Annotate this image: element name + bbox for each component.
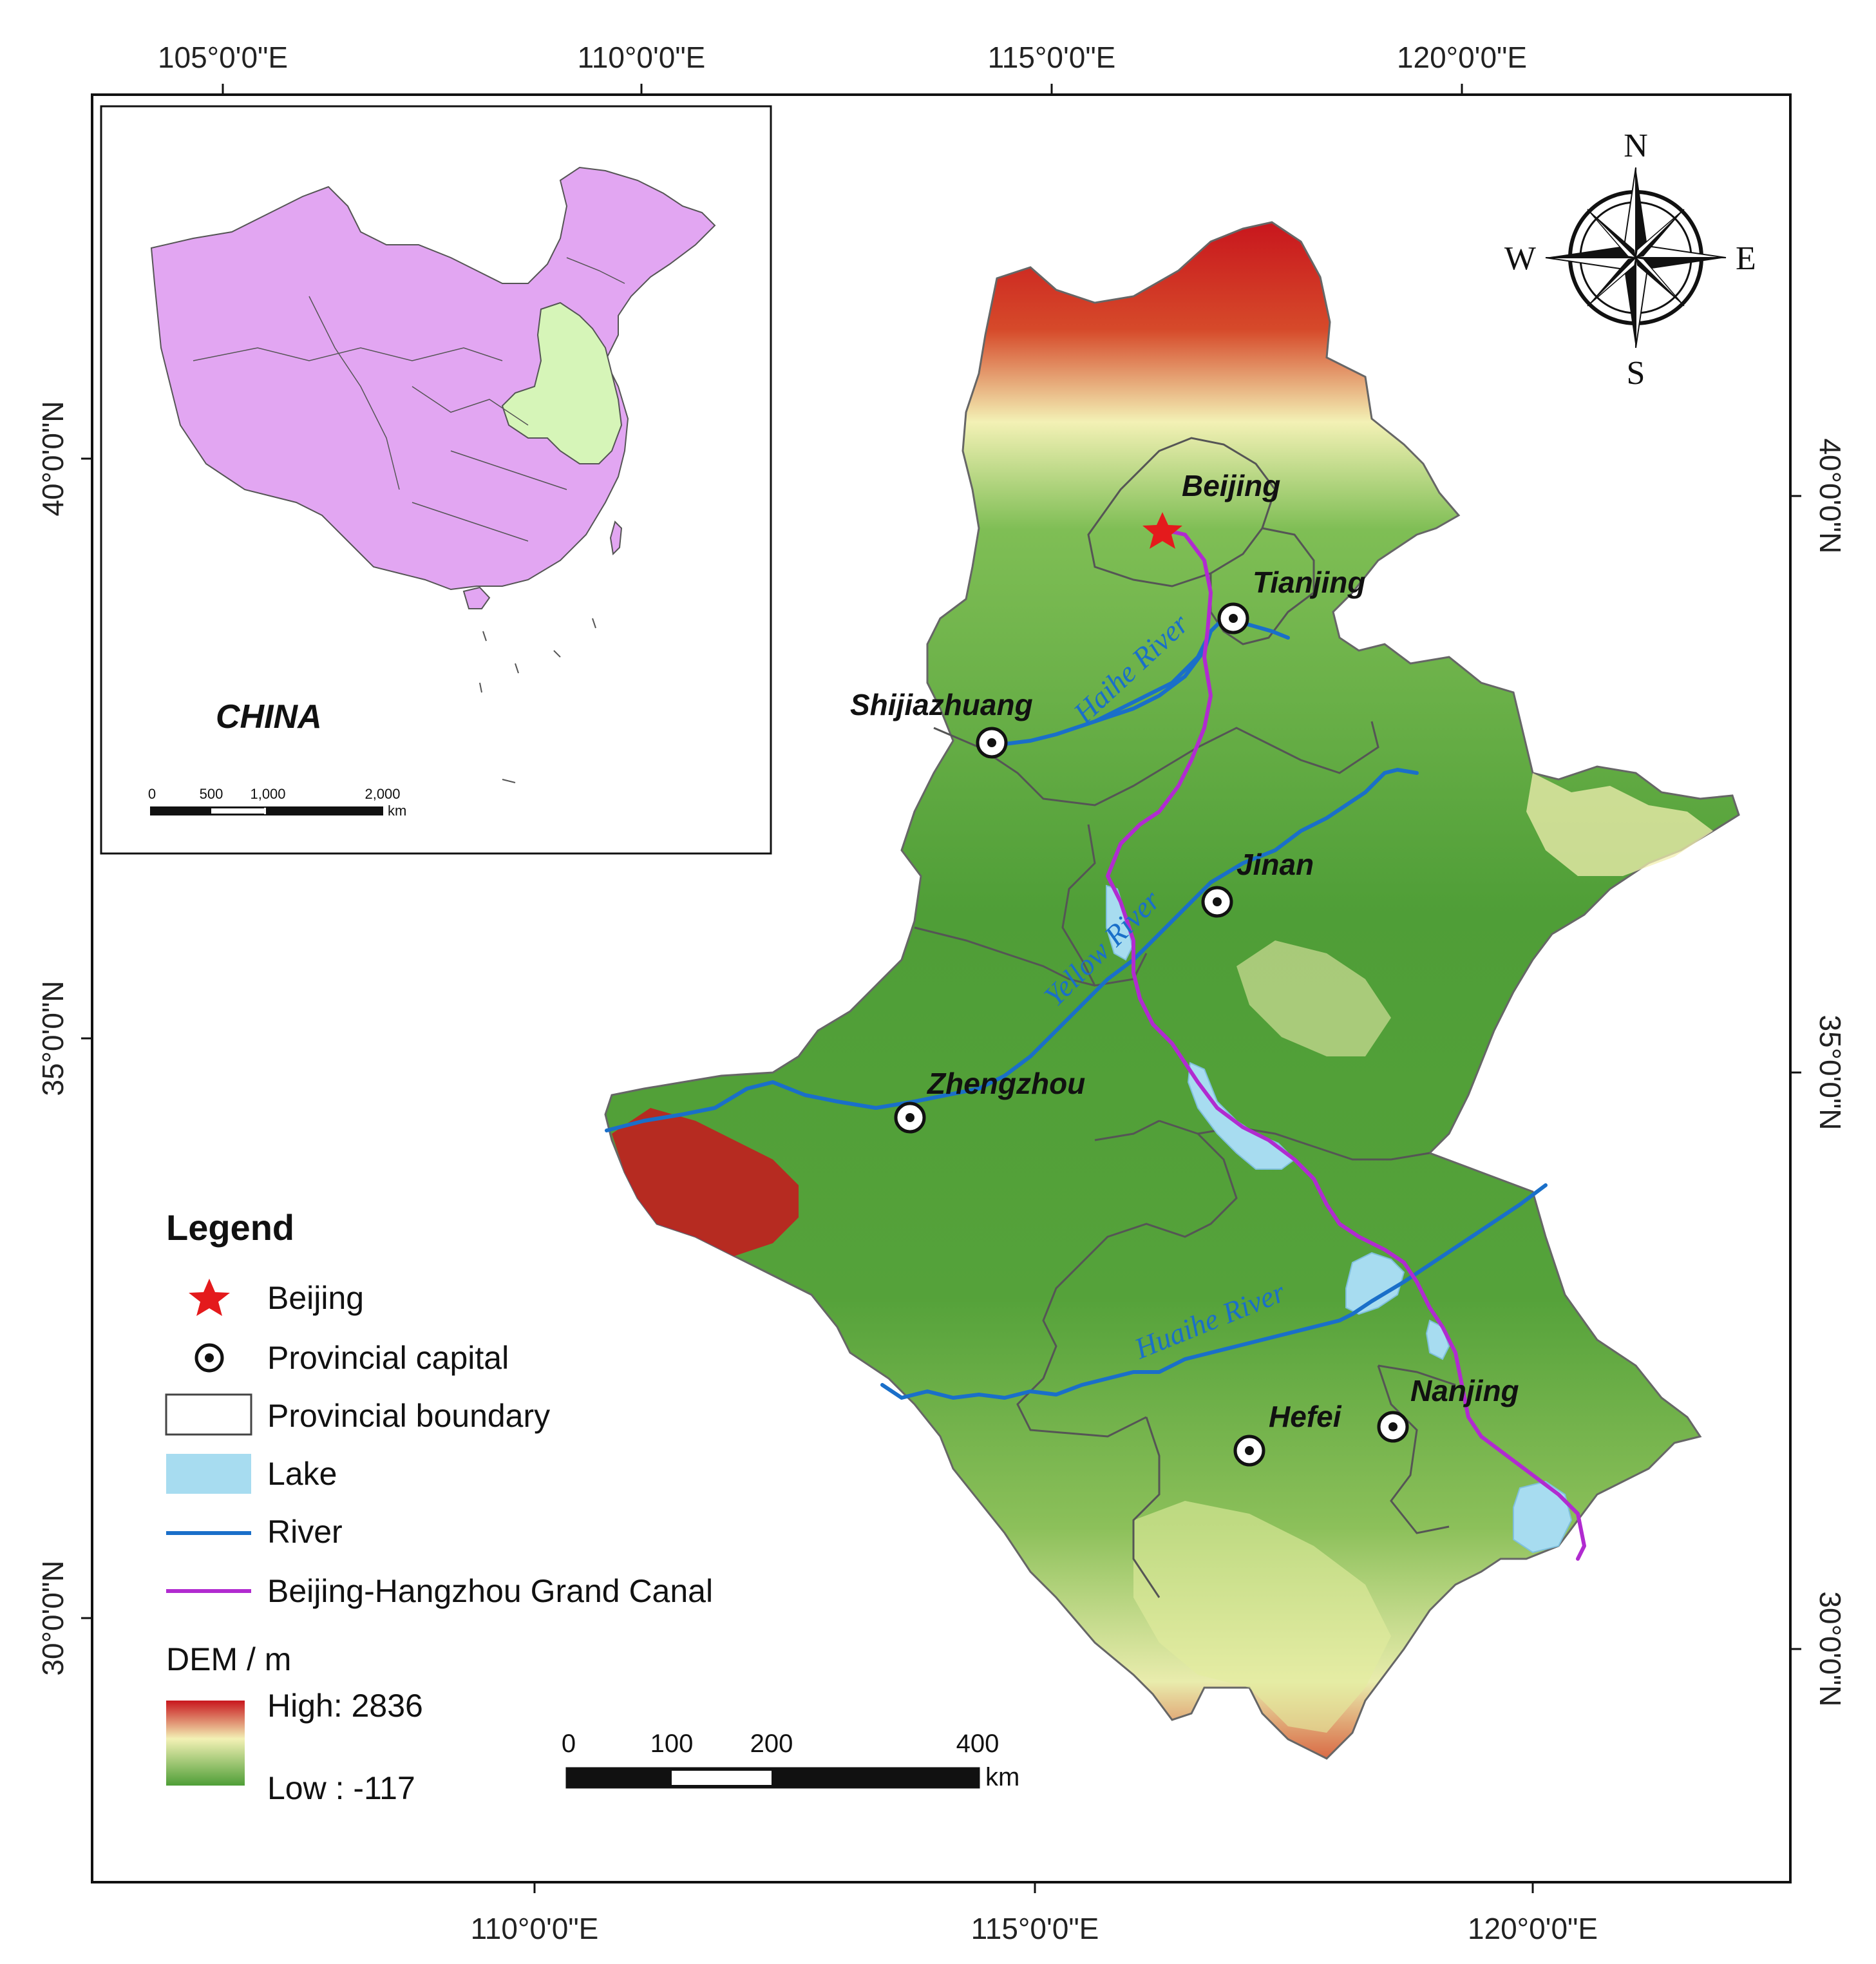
scale-tick: 100 (650, 1730, 694, 1758)
legend-label-river: River (267, 1514, 343, 1550)
city-label-jinan: Jinan (1236, 848, 1314, 881)
left-tick-label: 40°0'0"N (36, 401, 70, 516)
inset-map: CHINA 0 500 1,000 2,000 km (100, 105, 772, 855)
rivers (605, 616, 1548, 1400)
city-label-nanjing: Nanjing (1410, 1374, 1519, 1407)
capital-marker-zhengzhou (894, 1101, 926, 1134)
bottom-tick-label: 120°0'0"E (1468, 1912, 1598, 1945)
top-tick-label: 110°0'0"E (578, 41, 706, 74)
right-tick-label: 40°0'0"N (1814, 438, 1847, 553)
city-label-tianjing: Tianjing (1253, 566, 1366, 599)
legend-label-provincial-capital: Provincial capital (267, 1340, 509, 1376)
lake-nansi (1106, 884, 1133, 961)
scale-unit: km (985, 1763, 1019, 1791)
legend-boundary-swatch (165, 1393, 252, 1436)
city-label-hefei: Hefei (1269, 1400, 1342, 1433)
inset-china-shape (150, 166, 716, 591)
city-label-beijing: Beijing (1182, 469, 1280, 502)
lake-hongze (1345, 1252, 1405, 1315)
legend-dem-low: Low : -117 (267, 1770, 415, 1806)
capital-marker-jinan (1201, 886, 1233, 918)
provincial-boundaries (914, 437, 1456, 1598)
compass-south-label: S (1627, 355, 1645, 392)
legend-star-icon (189, 1279, 230, 1316)
lake-tai (1513, 1480, 1573, 1554)
capital-marker-hefei (1233, 1435, 1265, 1467)
inset-scale-tick: 0 (148, 786, 156, 802)
left-tick-label: 35°0'0"N (36, 980, 70, 1096)
legend-circle-dot-icon (194, 1343, 224, 1373)
lake-weishan (1187, 1062, 1296, 1170)
inset-taiwan (609, 520, 623, 556)
capital-markers (894, 602, 1409, 1467)
top-tick-label: 120°0'0"E (1397, 41, 1527, 74)
lakes (1106, 884, 1573, 1554)
scale-tick: 0 (562, 1730, 576, 1758)
highland-south (1133, 1501, 1391, 1733)
capital-marker-nanjing (1377, 1411, 1409, 1443)
river-yellow (605, 768, 1419, 1132)
river-huaihe (880, 1183, 1548, 1400)
compass-west-label: W (1504, 240, 1536, 277)
study-region-dem (604, 221, 1740, 1760)
scale-bar: 0 100 200 400 km (562, 1730, 1019, 1791)
city-label-shijiazhuang: Shijiazhuang (850, 688, 1033, 721)
beijing-star-icon (1142, 512, 1182, 549)
legend-title: Legend (166, 1207, 294, 1248)
river-haihe (1003, 616, 1290, 746)
graticule-ticks (81, 84, 1801, 1893)
inset-south-sea-islands (479, 618, 596, 783)
highland-west (612, 1108, 799, 1256)
inset-scale-tick: 1,000 (250, 786, 285, 802)
inset-scale-tick: 500 (200, 786, 223, 802)
legend-dem-title: DEM / m (166, 1641, 291, 1677)
compass-north-label: N (1624, 128, 1648, 164)
right-tick-label: 35°0'0"N (1814, 1015, 1847, 1130)
scale-tick: 400 (956, 1730, 1000, 1758)
inset-scale-unit: km (388, 803, 406, 819)
highland-shandong (1526, 773, 1713, 876)
inset-hainan (462, 586, 491, 609)
left-tick-label: 30°0'0"N (36, 1560, 70, 1675)
legend-label-grand-canal: Beijing-Hangzhou Grand Canal (267, 1573, 713, 1609)
highland-central (1236, 940, 1391, 1056)
inset-china-label: CHINA (216, 698, 322, 736)
city-label-zhengzhou: Zhengzhou (926, 1067, 1085, 1100)
inset-scale-tick: 2,000 (365, 786, 400, 802)
right-tick-label: 30°0'0"N (1814, 1591, 1847, 1706)
top-tick-label: 105°0'0"E (158, 41, 288, 74)
compass-rose-icon: N S E W (1504, 128, 1756, 392)
top-tick-label: 115°0'0"E (988, 41, 1116, 74)
scale-tick: 200 (750, 1730, 793, 1758)
legend: Legend Beijing Provincial capital Provin… (165, 1207, 713, 1806)
legend-label-beijing: Beijing (267, 1280, 364, 1316)
inset-study-area (501, 301, 623, 464)
capital-marker-tianjing (1217, 602, 1249, 634)
compass-east-label: E (1736, 240, 1756, 277)
legend-label-lake: Lake (267, 1456, 337, 1492)
capital-marker-shijiazhuang (976, 727, 1008, 759)
legend-label-provincial-boundary: Provincial boundary (267, 1398, 550, 1434)
bottom-tick-label: 115°0'0"E (971, 1912, 1099, 1945)
bottom-tick-label: 110°0'0"E (471, 1912, 599, 1945)
inset-province-lines (193, 257, 625, 542)
river-haihe-branch (1093, 629, 1213, 723)
legend-dem-ramp (166, 1701, 245, 1786)
legend-lake-swatch (166, 1454, 251, 1494)
grand-canal (1106, 528, 1586, 1561)
legend-dem-high: High: 2836 (267, 1688, 423, 1724)
